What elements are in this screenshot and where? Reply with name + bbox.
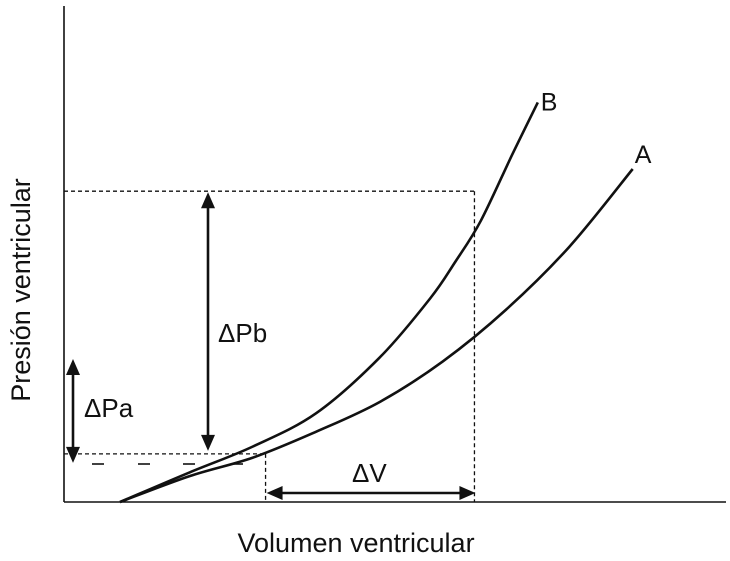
curve-a bbox=[119, 168, 634, 504]
delta-pa-label: ΔPa bbox=[84, 393, 134, 423]
reference-guides bbox=[64, 190, 476, 502]
delta-pb-label: ΔPb bbox=[218, 318, 267, 348]
arrow-delta-pa-head-bottom bbox=[66, 446, 80, 463]
arrow-delta-v-head-right bbox=[459, 486, 476, 500]
series-label-a: A bbox=[635, 141, 652, 169]
y-axis-label: Presión ventricular bbox=[6, 178, 36, 402]
delta-v-label: ΔV bbox=[352, 458, 387, 488]
delta-arrows bbox=[66, 192, 476, 500]
arrow-delta-pb-head-top bbox=[201, 192, 215, 209]
arrow-delta-pb-head-bottom bbox=[201, 434, 215, 451]
series-label-b: B bbox=[541, 88, 558, 116]
curve-b bbox=[119, 101, 539, 504]
x-axis-label: Volumen ventricular bbox=[237, 528, 474, 558]
arrow-delta-v-head-left bbox=[266, 486, 283, 500]
arrow-delta-pa-head-top bbox=[66, 359, 80, 375]
axes bbox=[63, 6, 726, 503]
curves bbox=[119, 101, 634, 504]
